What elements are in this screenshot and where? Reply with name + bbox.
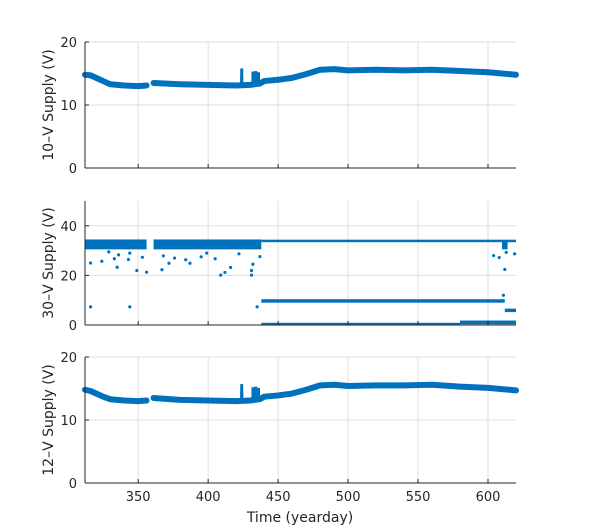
x-tick-label: 600	[476, 490, 501, 505]
data-point	[167, 261, 171, 265]
y-axis-label: 10–V Supply (V)	[41, 49, 57, 161]
data-band	[261, 299, 505, 303]
data-band	[261, 322, 461, 326]
data-point	[140, 255, 144, 259]
x-tick-label: 550	[406, 490, 431, 505]
data-band	[504, 308, 516, 313]
data-point	[128, 251, 132, 255]
x-tick-label: 450	[266, 490, 291, 505]
panel-12v-supply: 0 10 20 350 400 450 500 550 600 12–V Supply (V)	[41, 351, 519, 505]
data-point	[501, 293, 506, 297]
y-tick-label: 0	[69, 162, 77, 177]
data-point	[219, 273, 223, 277]
data-point	[249, 268, 254, 273]
x-tick-label: 500	[336, 490, 361, 505]
data-point	[100, 259, 104, 263]
data-point	[184, 258, 188, 262]
y-axis-label: 12–V Supply (V)	[41, 364, 57, 476]
data-point	[135, 268, 139, 273]
data-point	[172, 256, 177, 260]
data-point	[497, 255, 501, 260]
data-series-line	[82, 386, 150, 405]
data-point	[255, 305, 259, 309]
data-point	[258, 254, 262, 259]
data-series-line	[150, 381, 519, 405]
data-point	[513, 252, 517, 256]
y-tick-label: 20	[60, 269, 77, 284]
data-point	[88, 261, 93, 265]
data-point	[128, 305, 132, 309]
data-band	[153, 239, 262, 250]
data-point	[144, 270, 149, 274]
y-tick-label: 10	[60, 99, 77, 114]
y-tick-label: 0	[69, 319, 77, 334]
data-point	[504, 250, 508, 254]
data-point	[161, 254, 165, 258]
y-axis-label: 30–V Supply (V)	[41, 207, 57, 319]
data-point	[116, 253, 121, 257]
x-tick-label: 350	[126, 490, 151, 505]
y-tick-label: 20	[60, 36, 77, 51]
y-tick-label: 10	[60, 414, 77, 429]
x-tick-label: 400	[196, 490, 221, 505]
data-point	[115, 265, 119, 269]
data-point	[126, 257, 130, 262]
data-point	[205, 251, 209, 255]
data-point	[199, 255, 203, 259]
data-point	[107, 250, 111, 254]
data-point	[112, 257, 116, 261]
y-tick-label: 40	[60, 220, 77, 235]
data-point	[251, 262, 255, 266]
data-point	[492, 253, 496, 258]
y-tick-label: 0	[69, 477, 77, 492]
data-band	[261, 239, 516, 243]
data-point	[188, 261, 192, 265]
data-series-line	[150, 66, 519, 89]
x-axis-label: Time (yearday)	[246, 510, 353, 525]
data-point	[160, 268, 164, 272]
data-point	[249, 273, 254, 277]
data-point	[503, 267, 507, 272]
data-point	[228, 265, 233, 270]
data-point	[237, 252, 241, 256]
data-point	[88, 305, 93, 309]
data-band	[85, 239, 147, 250]
data-series-line	[82, 71, 150, 90]
data-point	[223, 270, 227, 275]
y-tick-label: 20	[60, 351, 77, 366]
data-band	[502, 241, 508, 250]
data-point	[213, 257, 217, 261]
